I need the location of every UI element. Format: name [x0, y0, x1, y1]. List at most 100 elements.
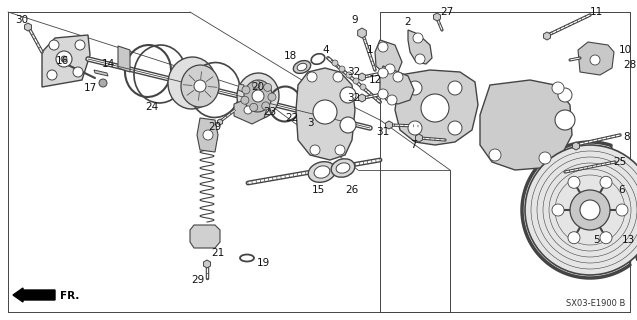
Circle shape: [264, 84, 271, 92]
Polygon shape: [395, 70, 478, 145]
Circle shape: [203, 130, 213, 140]
Text: 17: 17: [83, 83, 97, 93]
Circle shape: [339, 66, 345, 72]
Circle shape: [332, 60, 338, 66]
Polygon shape: [578, 42, 614, 75]
Ellipse shape: [244, 80, 272, 112]
FancyArrow shape: [13, 288, 55, 302]
Polygon shape: [234, 96, 268, 124]
Circle shape: [570, 190, 610, 230]
Circle shape: [385, 64, 395, 74]
Circle shape: [378, 89, 388, 99]
Polygon shape: [25, 23, 31, 31]
Text: 8: 8: [624, 132, 631, 142]
Polygon shape: [296, 68, 355, 160]
Circle shape: [393, 72, 403, 82]
Text: 20: 20: [252, 82, 264, 92]
Polygon shape: [480, 80, 572, 170]
Circle shape: [73, 67, 83, 77]
Circle shape: [75, 40, 85, 50]
Text: 31: 31: [376, 127, 390, 137]
Circle shape: [408, 81, 422, 95]
Text: 1: 1: [367, 45, 373, 55]
Circle shape: [56, 51, 72, 67]
Circle shape: [590, 55, 600, 65]
Text: 4: 4: [323, 45, 329, 55]
Circle shape: [333, 72, 343, 82]
Circle shape: [335, 145, 345, 155]
Text: 7: 7: [410, 140, 417, 150]
Ellipse shape: [293, 60, 311, 73]
Circle shape: [387, 95, 397, 105]
Text: 22: 22: [285, 113, 299, 123]
Circle shape: [558, 88, 572, 102]
Circle shape: [378, 42, 388, 52]
Ellipse shape: [181, 65, 219, 107]
Circle shape: [49, 40, 59, 50]
Polygon shape: [190, 225, 220, 248]
Text: 28: 28: [624, 60, 636, 70]
Polygon shape: [385, 121, 392, 129]
Circle shape: [600, 176, 612, 188]
Ellipse shape: [237, 73, 279, 119]
Circle shape: [568, 176, 580, 188]
Ellipse shape: [168, 57, 216, 109]
Ellipse shape: [331, 159, 355, 177]
Polygon shape: [415, 134, 422, 142]
Text: 16: 16: [55, 56, 69, 66]
Polygon shape: [197, 118, 218, 152]
Text: 26: 26: [345, 185, 359, 195]
Text: 13: 13: [621, 235, 634, 245]
Circle shape: [61, 56, 67, 62]
Text: 29: 29: [191, 275, 204, 285]
Circle shape: [99, 79, 107, 87]
Text: 5: 5: [592, 235, 599, 245]
Ellipse shape: [314, 166, 330, 178]
Polygon shape: [573, 142, 580, 150]
Circle shape: [421, 94, 449, 122]
Ellipse shape: [308, 162, 336, 182]
Circle shape: [378, 68, 388, 78]
Circle shape: [313, 100, 337, 124]
Polygon shape: [357, 28, 366, 38]
Polygon shape: [359, 73, 366, 81]
Circle shape: [568, 232, 580, 244]
Circle shape: [580, 200, 600, 220]
Polygon shape: [217, 119, 222, 125]
Text: 12: 12: [368, 75, 382, 85]
Circle shape: [413, 33, 423, 43]
Text: 18: 18: [283, 51, 297, 61]
Text: 2: 2: [404, 17, 412, 27]
Circle shape: [525, 145, 637, 275]
Circle shape: [616, 204, 628, 216]
Text: 30: 30: [15, 15, 29, 25]
Circle shape: [241, 96, 249, 104]
Polygon shape: [118, 46, 130, 72]
Text: 25: 25: [613, 157, 627, 167]
Circle shape: [555, 110, 575, 130]
Circle shape: [242, 86, 250, 94]
Circle shape: [268, 93, 276, 101]
Text: 19: 19: [256, 258, 269, 268]
Circle shape: [415, 54, 425, 64]
Circle shape: [250, 103, 258, 111]
Polygon shape: [375, 40, 402, 74]
Circle shape: [448, 121, 462, 135]
Circle shape: [489, 149, 501, 161]
Circle shape: [360, 84, 366, 90]
Circle shape: [353, 78, 359, 84]
Text: 14: 14: [101, 59, 115, 69]
Text: 9: 9: [352, 15, 358, 25]
Circle shape: [252, 90, 264, 102]
Ellipse shape: [336, 163, 350, 173]
Circle shape: [539, 152, 551, 164]
Circle shape: [244, 106, 252, 114]
Text: 10: 10: [619, 45, 631, 55]
Polygon shape: [543, 32, 550, 40]
Text: 32: 32: [347, 93, 361, 103]
Ellipse shape: [297, 63, 307, 71]
Text: 21: 21: [211, 248, 225, 258]
Polygon shape: [204, 260, 210, 268]
Text: 24: 24: [145, 102, 159, 112]
Circle shape: [307, 72, 317, 82]
